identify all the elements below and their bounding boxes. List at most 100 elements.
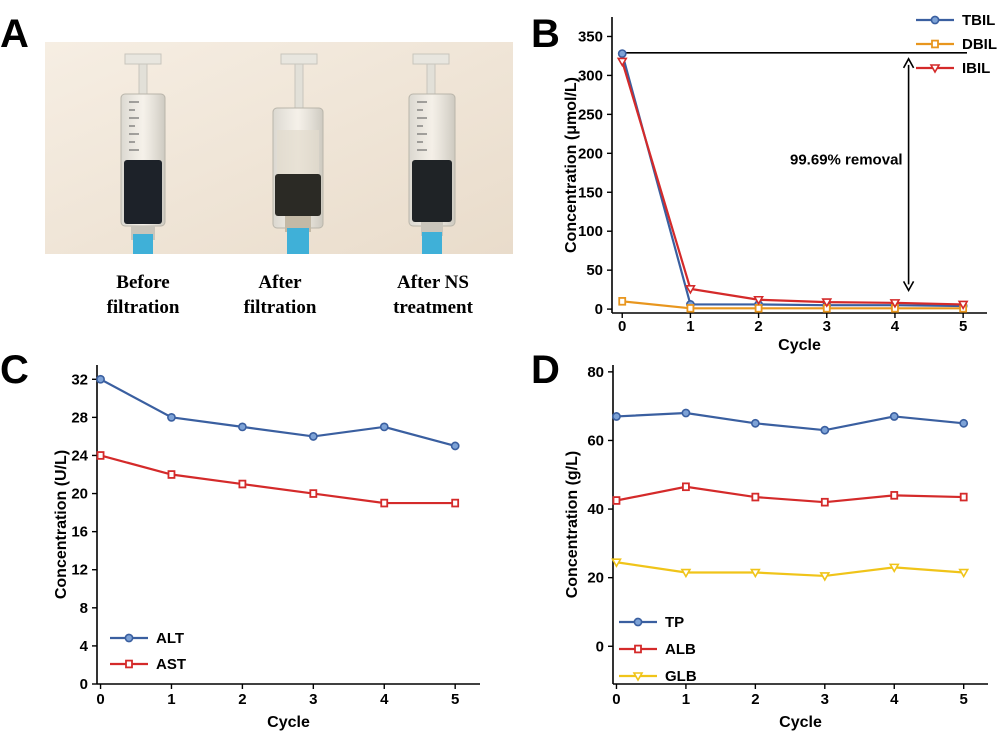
legend-label: ALT xyxy=(156,630,184,647)
y-tick-label: 50 xyxy=(586,262,603,279)
data-point xyxy=(380,498,389,508)
series-line xyxy=(616,485,964,504)
legend-marker xyxy=(634,644,642,654)
caption-line: filtration xyxy=(106,297,180,318)
data-point xyxy=(681,408,691,418)
legend-label: GLB xyxy=(665,668,697,685)
data-point xyxy=(167,470,176,479)
caption-after-filtration: After filtration xyxy=(200,270,360,320)
series-line xyxy=(100,378,456,448)
x-tick-label: 2 xyxy=(238,691,246,708)
data-point xyxy=(617,49,627,59)
legend-entry-ibil: IBIL xyxy=(916,60,990,77)
x-tick-label: 0 xyxy=(618,318,626,335)
x-tick-label: 2 xyxy=(751,691,759,708)
syringe-photo xyxy=(45,42,513,254)
data-point xyxy=(749,568,761,579)
series-line xyxy=(621,53,964,308)
data-point xyxy=(685,285,696,295)
y-tick-label: 40 xyxy=(587,501,604,518)
series-tbil xyxy=(617,49,968,311)
panel-letter-d: D xyxy=(531,348,560,392)
legend-entry-dbil: DBIL xyxy=(916,36,997,53)
arrow-head-down xyxy=(902,281,915,293)
y-tick-label: 24 xyxy=(71,447,88,464)
data-point xyxy=(450,441,460,451)
syringe-after-filtration xyxy=(272,53,324,254)
caption-before-filtration: Before filtration xyxy=(63,270,223,320)
x-tick-label: 1 xyxy=(682,691,690,708)
series-line xyxy=(616,411,964,432)
data-point xyxy=(612,412,621,421)
series-line xyxy=(621,61,964,306)
data-point xyxy=(888,563,900,573)
legend-marker xyxy=(930,15,940,25)
y-tick-label: 100 xyxy=(578,223,603,240)
y-tick-label: 200 xyxy=(578,145,603,162)
data-point xyxy=(686,304,695,313)
data-point xyxy=(618,297,627,306)
data-point xyxy=(616,57,628,68)
y-tick-label: 12 xyxy=(71,562,88,579)
legend-entry-glb: GLB xyxy=(619,668,697,685)
y-axis-label: Concentration (μmol/L) xyxy=(563,77,580,253)
series-alt xyxy=(96,374,460,451)
arrow-head-up xyxy=(902,57,915,69)
chart-panel-b: 0 50 100 150 200 250 300 350 0 1 2 3 4 5 Cycle Concentr… xyxy=(563,12,997,354)
data-point xyxy=(820,425,830,435)
x-tick-label: 5 xyxy=(451,691,459,708)
legend-entry-alb: ALB xyxy=(619,641,696,658)
y-tick-label: 4 xyxy=(80,638,89,655)
x-axis-label: Cycle xyxy=(779,714,822,731)
legend-marker xyxy=(632,672,644,682)
data-point xyxy=(96,374,105,384)
y-tick-label: 0 xyxy=(596,638,604,655)
data-point xyxy=(611,558,622,568)
y-tick-label: 60 xyxy=(587,432,604,449)
data-point xyxy=(750,418,760,428)
caption-line: Before xyxy=(116,272,170,293)
y-tick-label: 0 xyxy=(595,301,603,318)
series-alb xyxy=(612,482,968,507)
caption-line: filtration xyxy=(243,297,317,318)
series-glb xyxy=(611,558,970,582)
syringe-after-ns-treatment xyxy=(408,53,456,254)
data-point xyxy=(889,412,899,421)
y-tick-label: 250 xyxy=(578,106,603,123)
series-line xyxy=(616,561,964,578)
x-tick-label: 4 xyxy=(890,691,899,708)
y-tick-label: 350 xyxy=(578,28,603,45)
data-point xyxy=(753,295,764,306)
x-tick-label: 3 xyxy=(309,691,317,708)
data-point xyxy=(959,492,968,502)
data-point xyxy=(889,299,901,309)
chart-panel-d: 0 20 40 60 80 0 1 2 3 4 5 Cycle Concentration (g/L) T… xyxy=(564,364,988,731)
syringe-before-filtration xyxy=(120,53,166,254)
series-tp xyxy=(612,408,969,435)
legend-label: IBIL xyxy=(962,60,990,77)
x-tick-label: 5 xyxy=(960,691,968,708)
data-point xyxy=(96,451,105,460)
data-point xyxy=(958,568,970,579)
y-axis-label: Concentration (U/L) xyxy=(53,450,70,599)
x-tick-label: 3 xyxy=(821,691,829,708)
y-tick-label: 80 xyxy=(587,364,604,381)
legend-entry-alt: ALT xyxy=(110,630,184,647)
data-point xyxy=(238,479,247,489)
panel-letter-c: C xyxy=(0,348,29,392)
y-tick-label: 20 xyxy=(587,570,604,587)
legend-label: TP xyxy=(665,614,684,631)
legend-marker xyxy=(929,64,941,74)
data-point xyxy=(821,298,833,308)
legend-entry-ast: AST xyxy=(110,656,186,673)
x-tick-label: 0 xyxy=(612,691,620,708)
series-line xyxy=(622,300,964,310)
legend-entry-tbil: TBIL xyxy=(916,12,995,29)
x-tick-label: 5 xyxy=(959,318,967,335)
data-point xyxy=(751,492,760,502)
legend-entry-tp: TP xyxy=(619,614,684,631)
series-ibil xyxy=(616,57,969,311)
panel-letter-b: B xyxy=(531,12,560,56)
y-axis-label: Concentration (g/L) xyxy=(564,451,581,599)
